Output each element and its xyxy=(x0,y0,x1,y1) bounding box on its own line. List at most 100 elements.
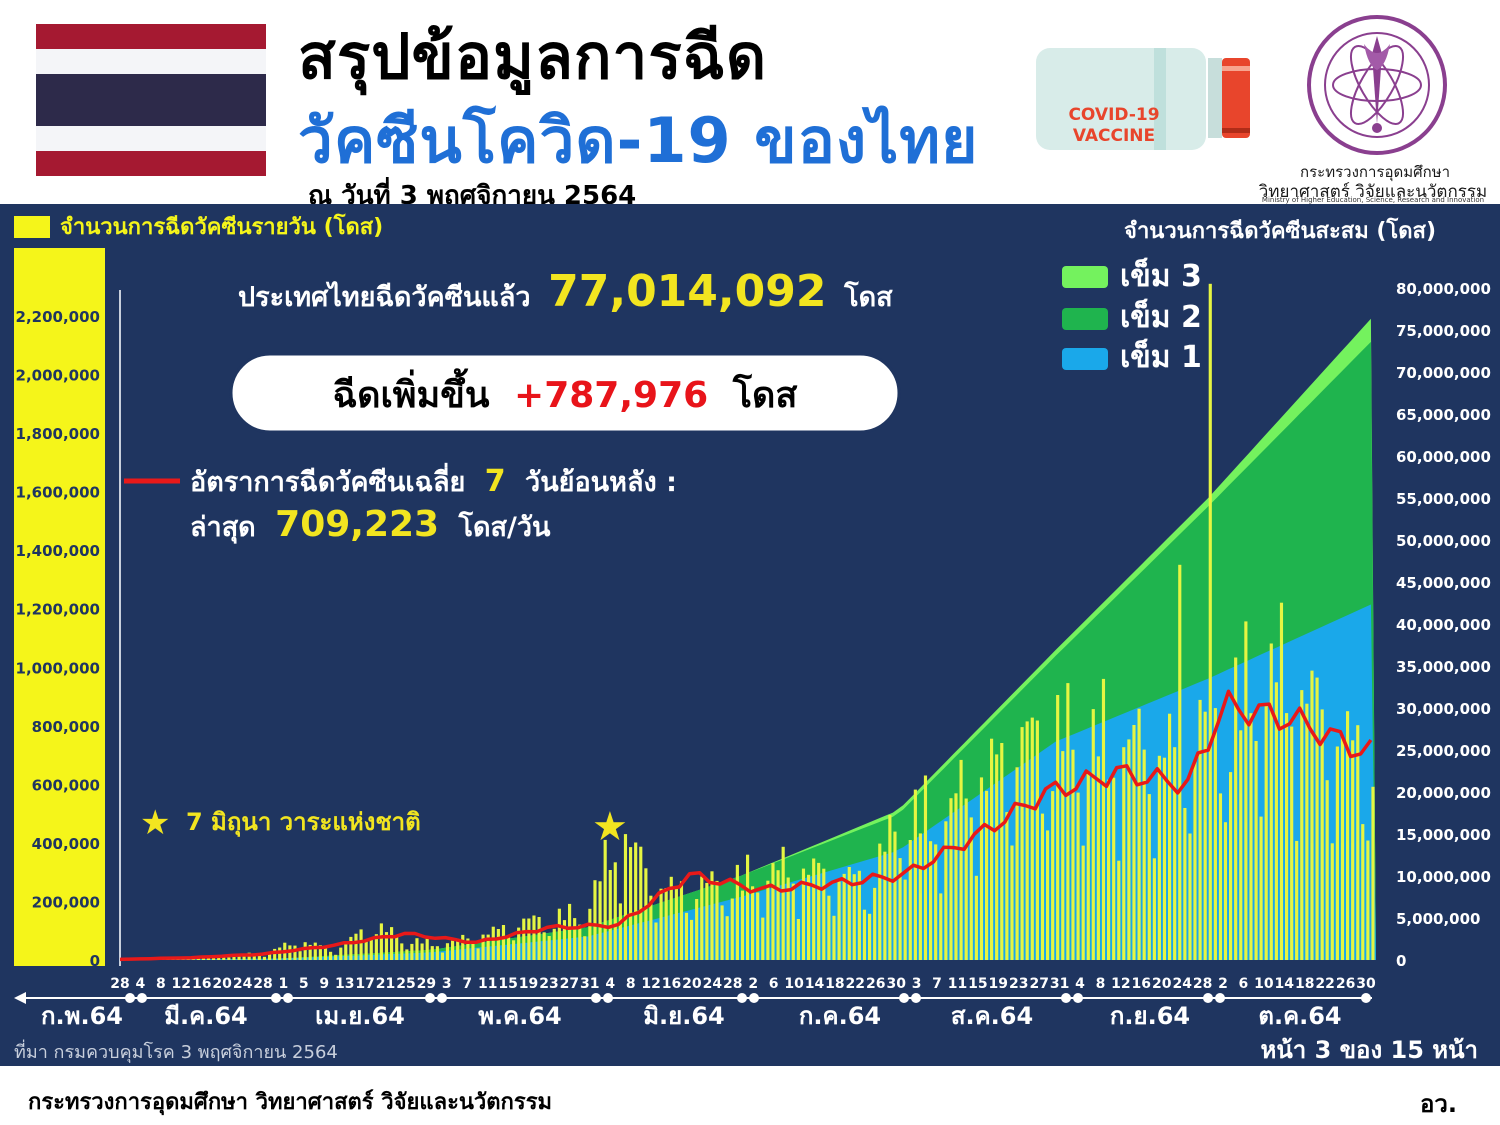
daily-bar xyxy=(1300,690,1304,960)
daily-bar xyxy=(1096,756,1100,960)
daily-bar xyxy=(1188,833,1192,960)
x-day-label: 14 xyxy=(805,976,825,992)
daily-bar xyxy=(985,790,989,960)
daily-bar xyxy=(1046,830,1050,960)
x-day-label: 28 xyxy=(1193,976,1212,992)
daily-bar xyxy=(268,952,272,960)
daily-bar xyxy=(547,936,551,960)
increase-value: +787,976 xyxy=(514,375,708,416)
timeline-dot xyxy=(1061,993,1071,1003)
avg7-line xyxy=(119,689,1373,962)
daily-bar xyxy=(812,858,816,960)
daily-bar xyxy=(532,915,536,960)
daily-bar xyxy=(807,874,811,960)
daily-bar xyxy=(395,936,399,960)
daily-bar xyxy=(1366,840,1370,960)
daily-bar xyxy=(1218,793,1223,960)
daily-bar xyxy=(1157,755,1161,960)
timeline-arrow-icon xyxy=(14,992,26,1004)
daily-bar xyxy=(801,868,806,960)
daily-bar xyxy=(1203,711,1207,960)
daily-bar xyxy=(893,831,897,960)
daily-bar xyxy=(313,942,317,960)
x-day-label: 2 xyxy=(1218,976,1228,992)
daily-bar xyxy=(517,927,521,960)
daily-bar xyxy=(1193,761,1197,960)
daily-bar xyxy=(939,893,943,960)
avg-label-suffix: วันย้อนหลัง : xyxy=(525,467,677,498)
right-tick-label: 35,000,000 xyxy=(1396,658,1491,676)
daily-bar xyxy=(1025,721,1029,960)
increase-prefix: ฉีดเพิ่มขึ้น xyxy=(333,368,490,416)
right-tick-label: 30,000,000 xyxy=(1396,700,1491,718)
legend-dose3: เข็ม 3 xyxy=(1120,257,1202,294)
daily-bar xyxy=(761,917,765,960)
daily-bar xyxy=(679,881,684,960)
x-axis-day-labels: 28 4 8 12 16 20 24 28 1 5 9 13 17 21 25 29 3 7 11 15 19 23 27 3… xyxy=(110,976,1376,992)
daily-bar xyxy=(740,890,745,960)
daily-bar xyxy=(1015,767,1019,960)
daily-bar xyxy=(832,915,836,960)
timeline-dot xyxy=(1203,993,1213,1003)
x-day-label: 26 xyxy=(1336,976,1355,992)
right-tick-label: 45,000,000 xyxy=(1396,574,1491,592)
x-day-label: 19 xyxy=(989,976,1008,992)
legend-dose2: เข็ม 2 xyxy=(1120,298,1202,335)
daily-bar xyxy=(562,920,567,960)
increase-unit: โดส xyxy=(732,373,798,416)
vaccination-chart: จำนวนการฉีดวัคซีนรายวัน (โดส) จำนวนการฉี… xyxy=(14,213,1491,1064)
footer-org: กระทรวงการอุดมศึกษา วิทยาศาสตร์ วิจัยและ… xyxy=(28,1090,553,1115)
daily-bar xyxy=(374,934,378,960)
x-day-label: 4 xyxy=(136,976,146,992)
timeline-dot xyxy=(1215,993,1225,1003)
left-axis-ticks: 0 200,000 400,000 600,000 800,000 1,000,000 1,… xyxy=(16,308,100,970)
daily-bar xyxy=(1340,736,1345,960)
x-day-label: 6 xyxy=(769,976,779,992)
daily-bar xyxy=(1137,708,1141,960)
daily-bar xyxy=(934,844,938,960)
x-day-label: 31 xyxy=(580,976,599,992)
daily-bar xyxy=(1213,708,1217,960)
legend-swatch-dose1 xyxy=(1062,348,1108,370)
daily-bar xyxy=(944,821,948,960)
left-tick-label: 1,000,000 xyxy=(16,659,100,677)
x-day-label: 20 xyxy=(682,976,702,992)
right-tick-label: 10,000,000 xyxy=(1396,868,1491,886)
daily-bar xyxy=(435,946,439,960)
month-timeline xyxy=(14,992,1372,1004)
month-label: ส.ค.64 xyxy=(951,1002,1033,1030)
right-axis-ticks: 0 5,000,000 10,000,000 15,000,000 20,000,000… xyxy=(1396,280,1491,970)
daily-bar xyxy=(684,912,689,960)
right-tick-label: 15,000,000 xyxy=(1396,826,1491,844)
daily-bar xyxy=(451,940,455,960)
daily-bar xyxy=(552,928,556,960)
x-day-label: 29 xyxy=(417,976,436,992)
legend-dose1: เข็ม 1 xyxy=(1120,338,1202,375)
daily-bar xyxy=(791,883,795,960)
daily-bar xyxy=(405,949,409,960)
daily-bar xyxy=(674,888,678,960)
page-indicator: หน้า 3 ของ 15 หน้า xyxy=(1261,1036,1478,1064)
daily-bar xyxy=(1305,703,1309,960)
daily-bar xyxy=(476,948,480,960)
timeline-dot xyxy=(911,993,921,1003)
daily-bar xyxy=(1061,751,1065,960)
month-label: พ.ค.64 xyxy=(478,1002,562,1030)
daily-bar xyxy=(1035,720,1039,960)
daily-axis-strip xyxy=(14,248,105,966)
daily-bar xyxy=(1162,757,1167,960)
month-labels: ก.พ.64 มี.ค.64 เม.ย.64 พ.ค.64 มิ.ย.64 ก.ค.64 ส… xyxy=(41,1002,1342,1030)
month-label: ต.ค.64 xyxy=(1258,1002,1341,1030)
daily-bar xyxy=(410,943,414,960)
month-label: ก.ค.64 xyxy=(799,1002,881,1030)
daily-bar xyxy=(1274,682,1278,960)
daily-bar xyxy=(995,754,999,960)
x-day-label: 12 xyxy=(172,976,191,992)
daily-bar xyxy=(1132,725,1136,960)
daily-bar xyxy=(705,882,709,960)
x-day-label: 18 xyxy=(825,976,844,992)
daily-bar xyxy=(903,879,907,960)
page-title-line1: สรุปข้อมูลการฉีด xyxy=(298,20,768,93)
daily-bar xyxy=(1330,843,1334,960)
daily-bar xyxy=(573,918,577,960)
